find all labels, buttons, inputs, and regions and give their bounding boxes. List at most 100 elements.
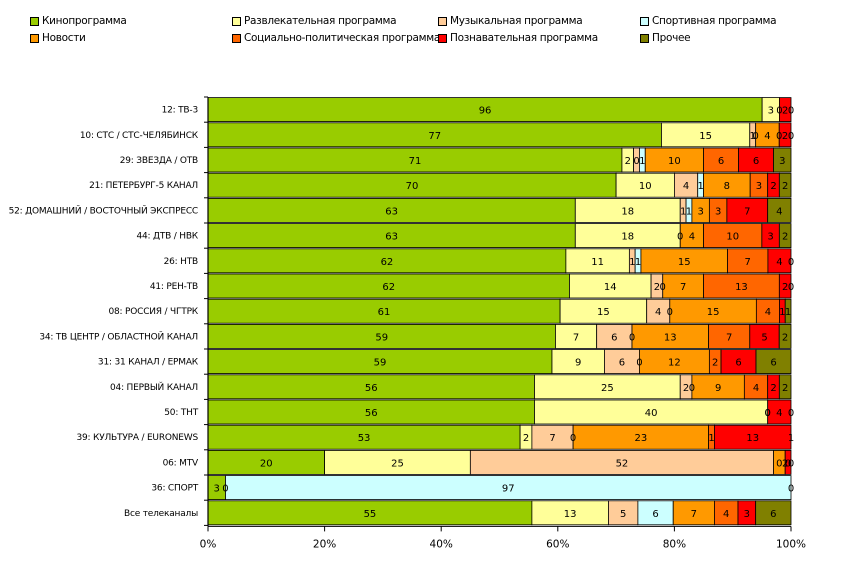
- data-label: 4: [776, 257, 782, 268]
- data-label: 0: [788, 282, 794, 293]
- data-label: 1: [750, 131, 756, 142]
- category-tick-label: 41: РЕН-ТВ: [150, 282, 198, 292]
- data-label: 7: [691, 509, 697, 520]
- data-label: 2: [770, 181, 776, 192]
- data-label: 1: [785, 307, 791, 318]
- bar-segment: [749, 323, 780, 349]
- bar-segment: [207, 273, 570, 299]
- bar-segment: [207, 349, 553, 375]
- data-label: 2: [782, 383, 788, 394]
- bar-segment: [661, 122, 751, 148]
- data-label: 4: [764, 131, 770, 142]
- legend-label: Новости: [42, 32, 86, 44]
- bar-segment: [574, 197, 681, 223]
- legend-label: Музыкальная программа: [450, 15, 583, 27]
- data-label: 4: [753, 383, 759, 394]
- data-label: 0: [570, 433, 576, 444]
- data-label: 77: [428, 131, 441, 142]
- value-labels-layer: 96 3 0 2 077 15 10 4 0 2 071 2 0 1 10 6 6 370 10 4 1 8 3 2 263 18…: [214, 106, 795, 520]
- data-label: 13: [735, 282, 748, 293]
- legend-swatch: [232, 33, 241, 43]
- legend-item: Социально-политическая программа: [232, 32, 440, 44]
- legend-item: Прочее: [640, 32, 691, 44]
- data-label: 0: [752, 131, 758, 142]
- data-label: 8: [724, 181, 730, 192]
- bar-segment: [207, 298, 561, 324]
- bar-segment: [755, 500, 792, 526]
- legend-item: Познавательная программа: [438, 32, 598, 44]
- data-label: 14: [604, 282, 617, 293]
- data-label: 7: [744, 206, 750, 217]
- data-label: 4: [689, 232, 695, 243]
- data-label: 1: [680, 206, 686, 217]
- data-label: 15: [597, 307, 610, 318]
- data-label: 2: [782, 282, 788, 293]
- category-tick-label: 29: ЗВЕЗДА / ОТВ: [120, 156, 198, 166]
- bar-segment: [703, 273, 780, 299]
- data-label: 2: [782, 332, 788, 343]
- bar-segment: [662, 273, 704, 299]
- legend-swatch: [640, 33, 649, 43]
- legend-swatch: [438, 33, 447, 43]
- data-label: 18: [621, 206, 634, 217]
- category-tick-label: 34: ТВ ЦЕНТР / ОБЛАСТНОЙ КАНАЛ: [39, 330, 198, 342]
- bar-segment: [644, 147, 704, 173]
- data-label: 62: [381, 257, 394, 268]
- bar-segment: [469, 449, 774, 475]
- bar-segment: [727, 248, 769, 274]
- data-label: 3: [768, 106, 774, 117]
- data-label: 9: [575, 358, 581, 369]
- data-label: 13: [564, 509, 577, 520]
- x-tick-label: 20%: [313, 538, 336, 550]
- bar-segment: [207, 500, 533, 526]
- data-label: 6: [735, 358, 741, 369]
- bar-segment: [703, 147, 739, 173]
- data-label: 56: [365, 383, 378, 394]
- data-label: 1: [635, 257, 641, 268]
- x-tick-label: 60%: [546, 538, 569, 550]
- legend-swatch: [30, 16, 39, 26]
- bar-segment: [708, 323, 751, 349]
- data-label: 3: [756, 181, 762, 192]
- x-tick-label: 0%: [200, 538, 217, 550]
- axis-layer: 12: ТВ-3 10: СТС / СТС-ЧЕЛЯБИНСК 29: ЗВЕЗД…: [9, 96, 806, 550]
- bar-segment: [639, 349, 710, 375]
- bar-segment: [615, 172, 675, 198]
- data-label: 11: [591, 257, 604, 268]
- bar-segment: [778, 172, 792, 198]
- data-label: 0: [788, 408, 794, 419]
- data-label: 6: [770, 509, 776, 520]
- bar-segment: [779, 97, 792, 122]
- data-label: 4: [723, 509, 729, 520]
- data-label: 3: [715, 206, 721, 217]
- legend-label: Развлекательная программа: [244, 15, 397, 27]
- data-label: 0: [788, 458, 794, 469]
- data-label: 61: [378, 307, 391, 318]
- data-label: 6: [619, 358, 625, 369]
- category-tick-label: 12: ТВ-3: [162, 106, 198, 116]
- bar-segment: [738, 147, 774, 173]
- bar-segment: [207, 449, 325, 475]
- data-label: 2: [683, 383, 689, 394]
- data-label: 4: [765, 307, 771, 318]
- bar-segment: [672, 500, 715, 526]
- data-label: 20: [260, 458, 273, 469]
- bar-segment: [778, 122, 792, 148]
- data-label: 62: [382, 282, 395, 293]
- data-label: 1: [697, 181, 703, 192]
- legend-item: Музыкальная программа: [438, 15, 583, 27]
- bars-layer: [207, 97, 792, 526]
- bar-segment: [703, 172, 751, 198]
- data-label: 1: [779, 307, 785, 318]
- data-label: 0: [788, 131, 794, 142]
- data-label: 0: [764, 408, 770, 419]
- bar-segment: [551, 349, 605, 375]
- data-label: 2: [782, 106, 788, 117]
- data-label: 15: [707, 307, 720, 318]
- data-label: 2: [712, 358, 718, 369]
- data-label: 6: [770, 358, 776, 369]
- bar-segment: [767, 248, 792, 274]
- data-label: 1: [686, 206, 692, 217]
- legend-swatch: [640, 16, 649, 26]
- data-label: 6: [753, 156, 759, 167]
